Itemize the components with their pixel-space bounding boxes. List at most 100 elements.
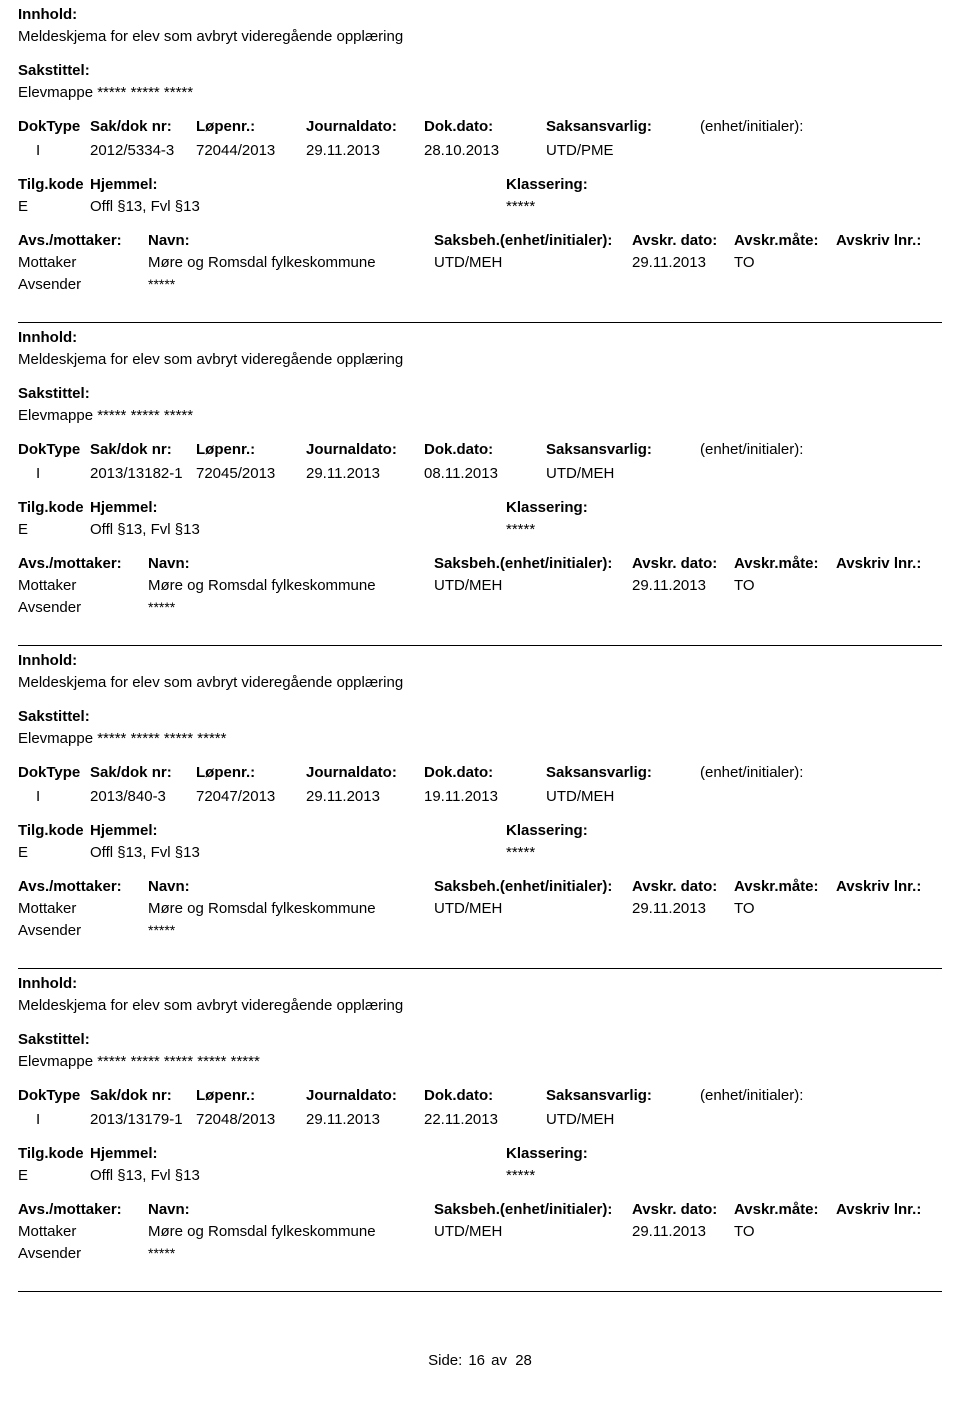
doktype-label: DokType (18, 118, 80, 135)
hjemmel-value: Offl §13, Fvl §13 (90, 844, 200, 861)
navn-label: Navn: (148, 232, 190, 249)
saksansvarlig-label: Saksansvarlig: (546, 1087, 652, 1104)
tilgkode-value: E (18, 521, 28, 538)
saksansvarlig-value: UTD/MEH (546, 465, 614, 482)
dokdato-value: 08.11.2013 (424, 465, 498, 482)
innhold-value: Meldeskjema for elev som avbryt videregå… (18, 351, 403, 368)
page-current: 16 (468, 1352, 485, 1369)
avsender-role: Avsender (18, 1245, 81, 1262)
avsender-navn: ***** (148, 1245, 175, 1261)
avskrmate-label: Avskr.måte: (734, 1201, 819, 1218)
saksansvarlig-label: Saksansvarlig: (546, 764, 652, 781)
avskrmate-label: Avskr.måte: (734, 232, 819, 249)
journaldato-value: 29.11.2013 (306, 1111, 380, 1128)
innhold-value: Meldeskjema for elev som avbryt videregå… (18, 997, 403, 1014)
innhold-value: Meldeskjema for elev som avbryt videregå… (18, 28, 403, 45)
innhold-label: Innhold: (18, 652, 77, 669)
hjemmel-value: Offl §13, Fvl §13 (90, 521, 200, 538)
sakdok-value: 2012/5334-3 (90, 142, 174, 159)
doktype-value: I (36, 1111, 40, 1128)
saksbeh-value: UTD/MEH (434, 1223, 502, 1240)
navn-label: Navn: (148, 878, 190, 895)
journaldato-value: 29.11.2013 (306, 465, 380, 482)
avsender-role: Avsender (18, 599, 81, 616)
klassering-label: Klassering: (506, 1145, 588, 1162)
page-footer: Side:16 av 28 (18, 1292, 942, 1369)
lopenr-label: Løpenr.: (196, 1087, 255, 1104)
sakdok-label: Sak/dok nr: (90, 764, 172, 781)
klassering-label: Klassering: (506, 822, 588, 839)
avskrivlnr-label: Avskriv lnr.: (836, 878, 921, 895)
sakstittel-value: Elevmappe ***** ***** ***** ***** (18, 730, 226, 747)
page-total: 28 (515, 1352, 532, 1369)
avskrmate-value: TO (734, 577, 755, 594)
avskrdato-label: Avskr. dato: (632, 232, 717, 249)
avskrdato-label: Avskr. dato: (632, 555, 717, 572)
journaldato-label: Journaldato: (306, 118, 397, 135)
hjemmel-label: Hjemmel: (90, 499, 158, 516)
avskrdato-value: 29.11.2013 (632, 900, 706, 917)
sakstittel-label: Sakstittel: (18, 1031, 90, 1048)
klassering-value: ***** (506, 198, 535, 215)
klassering-value: ***** (506, 521, 535, 538)
hjemmel-label: Hjemmel: (90, 176, 158, 193)
saksansvarlig-value: UTD/MEH (546, 788, 614, 805)
enhet-label: (enhet/initialer): (700, 1087, 803, 1104)
avsmottaker-label: Avs./mottaker: (18, 878, 122, 895)
tilgkode-value: E (18, 844, 28, 861)
avsender-role: Avsender (18, 922, 81, 939)
doktype-value: I (36, 142, 40, 159)
saksansvarlig-label: Saksansvarlig: (546, 441, 652, 458)
lopenr-label: Løpenr.: (196, 118, 255, 135)
saksbeh-value: UTD/MEH (434, 577, 502, 594)
mottaker-navn: Møre og Romsdal fylkeskommune (148, 1223, 376, 1240)
saksansvarlig-label: Saksansvarlig: (546, 118, 652, 135)
avskrmate-value: TO (734, 900, 755, 917)
saksbeh-label: Saksbeh.(enhet/initialer): (434, 878, 612, 895)
sakstittel-label: Sakstittel: (18, 62, 90, 79)
journal-entry: Innhold: Meldeskjema for elev som avbryt … (18, 646, 942, 962)
mottaker-navn: Møre og Romsdal fylkeskommune (148, 254, 376, 271)
journal-entry: Innhold:Meldeskjema for elev som avbryt … (18, 969, 942, 1285)
tilgkode-label: Tilg.kode (18, 822, 84, 839)
saksbeh-label: Saksbeh.(enhet/initialer): (434, 232, 612, 249)
avskrmate-label: Avskr.måte: (734, 878, 819, 895)
enhet-label: (enhet/initialer): (700, 441, 803, 458)
dokdato-value: 28.10.2013 (424, 142, 499, 159)
dokdato-label: Dok.dato: (424, 118, 493, 135)
navn-label: Navn: (148, 1201, 190, 1218)
mottaker-role: Mottaker (18, 577, 76, 594)
mottaker-role: Mottaker (18, 900, 76, 917)
avskrivlnr-label: Avskriv lnr.: (836, 555, 921, 572)
lopenr-label: Løpenr.: (196, 441, 255, 458)
enhet-label: (enhet/initialer): (700, 118, 803, 135)
innhold-value: Meldeskjema for elev som avbryt videregå… (18, 674, 403, 691)
avskrdato-value: 29.11.2013 (632, 254, 706, 271)
avskrivlnr-label: Avskriv lnr.: (836, 1201, 921, 1218)
hjemmel-label: Hjemmel: (90, 822, 158, 839)
saksansvarlig-value: UTD/MEH (546, 1111, 614, 1128)
avsender-navn: ***** (148, 276, 175, 292)
saksbeh-label: Saksbeh.(enhet/initialer): (434, 1201, 612, 1218)
avskrmate-value: TO (734, 1223, 755, 1240)
journaldato-value: 29.11.2013 (306, 788, 380, 805)
avskrdato-value: 29.11.2013 (632, 577, 706, 594)
sakstittel-label: Sakstittel: (18, 708, 90, 725)
dokdato-value: 22.11.2013 (424, 1111, 498, 1128)
navn-label: Navn: (148, 555, 190, 572)
avskrdato-label: Avskr. dato: (632, 878, 717, 895)
saksbeh-label: Saksbeh.(enhet/initialer): (434, 555, 612, 572)
enhet-label: (enhet/initialer): (700, 764, 803, 781)
journal-entry: Innhold:Meldeskjema for elev som avbryt … (18, 323, 942, 639)
avsmottaker-label: Avs./mottaker: (18, 232, 122, 249)
klassering-value: ***** (506, 844, 535, 861)
mottaker-role: Mottaker (18, 1223, 76, 1240)
sakdok-label: Sak/dok nr: (90, 1087, 172, 1104)
hjemmel-value: Offl §13, Fvl §13 (90, 1167, 200, 1184)
lopenr-value: 72047/2013 (196, 788, 275, 805)
dokdato-label: Dok.dato: (424, 441, 493, 458)
saksbeh-value: UTD/MEH (434, 254, 502, 271)
sakstittel-value: Elevmappe ***** ***** ***** (18, 84, 193, 101)
lopenr-value: 72045/2013 (196, 465, 275, 482)
doktype-value: I (36, 788, 40, 805)
